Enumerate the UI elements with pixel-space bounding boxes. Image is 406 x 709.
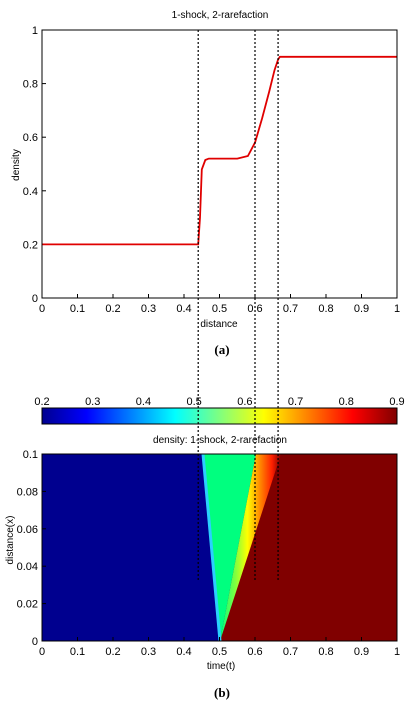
- line-chart-xtick-label: 0.5: [212, 303, 227, 315]
- line-chart-xtick-label: 1: [394, 303, 400, 315]
- line-chart-xtick-label: 0.7: [283, 303, 298, 315]
- colorbar-tick-label: 0.4: [136, 396, 151, 408]
- colorbar-tick-label: 0.3: [85, 396, 100, 408]
- heatmap-xtick-label: 0.6: [247, 646, 262, 658]
- line-chart-ylabel: density: [11, 149, 22, 181]
- heatmap-ytick-label: 0.06: [17, 524, 38, 536]
- heatmap-xtick-label: 0.2: [105, 646, 120, 658]
- heatmap-ytick-label: 0.04: [17, 561, 38, 573]
- heatmap-shock-front: [201, 454, 222, 641]
- heatmap-chart: density: 1-shock, 2-rarefaction distance…: [5, 435, 400, 672]
- line-chart-xtick-label: 0.9: [354, 303, 369, 315]
- line-chart-ytick-label: 0.4: [23, 186, 38, 198]
- heatmap-xtick-label: 0.5: [212, 646, 227, 658]
- line-chart-ytick-label: 0: [32, 293, 38, 305]
- line-chart-ytick-label: 1: [32, 25, 38, 37]
- colorbar-tick-label: 0.6: [237, 396, 252, 408]
- colorbar-tick-label: 0.2: [34, 396, 49, 408]
- line-chart-xtick-label: 0.3: [141, 303, 156, 315]
- heatmap-xtick-label: 0.9: [354, 646, 369, 658]
- colorbar-tick-label: 0.7: [288, 396, 303, 408]
- heatmap-xtick-label: 0.3: [141, 646, 156, 658]
- heatmap-plot-frame: [41, 453, 398, 642]
- line-chart-xtick-label: 0.4: [176, 303, 191, 315]
- heatmap-xtick-label: 0: [39, 646, 45, 658]
- colorbar-gradient: [41, 407, 398, 425]
- line-chart-xtick-label: 0: [39, 303, 45, 315]
- line-chart-title: 1-shock, 2-rarefaction: [172, 10, 269, 21]
- line-chart-ytick-label: 0.6: [23, 132, 38, 144]
- heatmap-xtick-label: 1: [394, 646, 400, 658]
- line-chart-xtick-label: 0.6: [247, 303, 262, 315]
- line-chart-ytick-label: 0.2: [23, 239, 38, 251]
- line-chart-xtick-label: 0.1: [70, 303, 85, 315]
- heatmap-xtick-label: 0.7: [283, 646, 298, 658]
- heatmap-xtick-label: 0.8: [318, 646, 333, 658]
- colorbar: 0.2 0.3 0.4 0.5 0.6 0.7 0.8 0.9: [34, 396, 405, 425]
- colorbar-tick-label: 0.9: [389, 396, 404, 408]
- line-chart-xtick-label: 0.8: [318, 303, 333, 315]
- density-series-line: [42, 55, 397, 246]
- heatmap-xtick-label: 0.4: [176, 646, 191, 658]
- heatmap-ylabel: distance(x): [5, 516, 16, 565]
- colorbar-tick-label: 0.5: [186, 396, 201, 408]
- heatmap-rarefaction-fan: [220, 454, 281, 641]
- line-chart: 1-shock, 2-rarefaction density distance …: [11, 10, 400, 330]
- caption-a: (a): [214, 342, 229, 357]
- line-chart-xtick-label: 0.2: [105, 303, 120, 315]
- heatmap-ytick-label: 0.1: [23, 449, 38, 461]
- line-chart-xlabel: distance: [200, 319, 238, 330]
- heatmap-ytick-label: 0.02: [17, 599, 38, 611]
- heatmap-xtick-label: 0.1: [70, 646, 85, 658]
- heatmap-ytick-label: 0: [32, 636, 38, 648]
- heatmap-title: density: 1-shock, 2-rarefaction: [153, 435, 287, 446]
- caption-b: (b): [214, 685, 230, 700]
- line-chart-ytick-label: 0.8: [23, 79, 38, 91]
- colorbar-tick-label: 0.8: [339, 396, 354, 408]
- heatmap-ytick-label: 0.08: [17, 486, 38, 498]
- line-chart-plot-frame: [41, 29, 398, 299]
- heatmap-xlabel: time(t): [207, 661, 235, 672]
